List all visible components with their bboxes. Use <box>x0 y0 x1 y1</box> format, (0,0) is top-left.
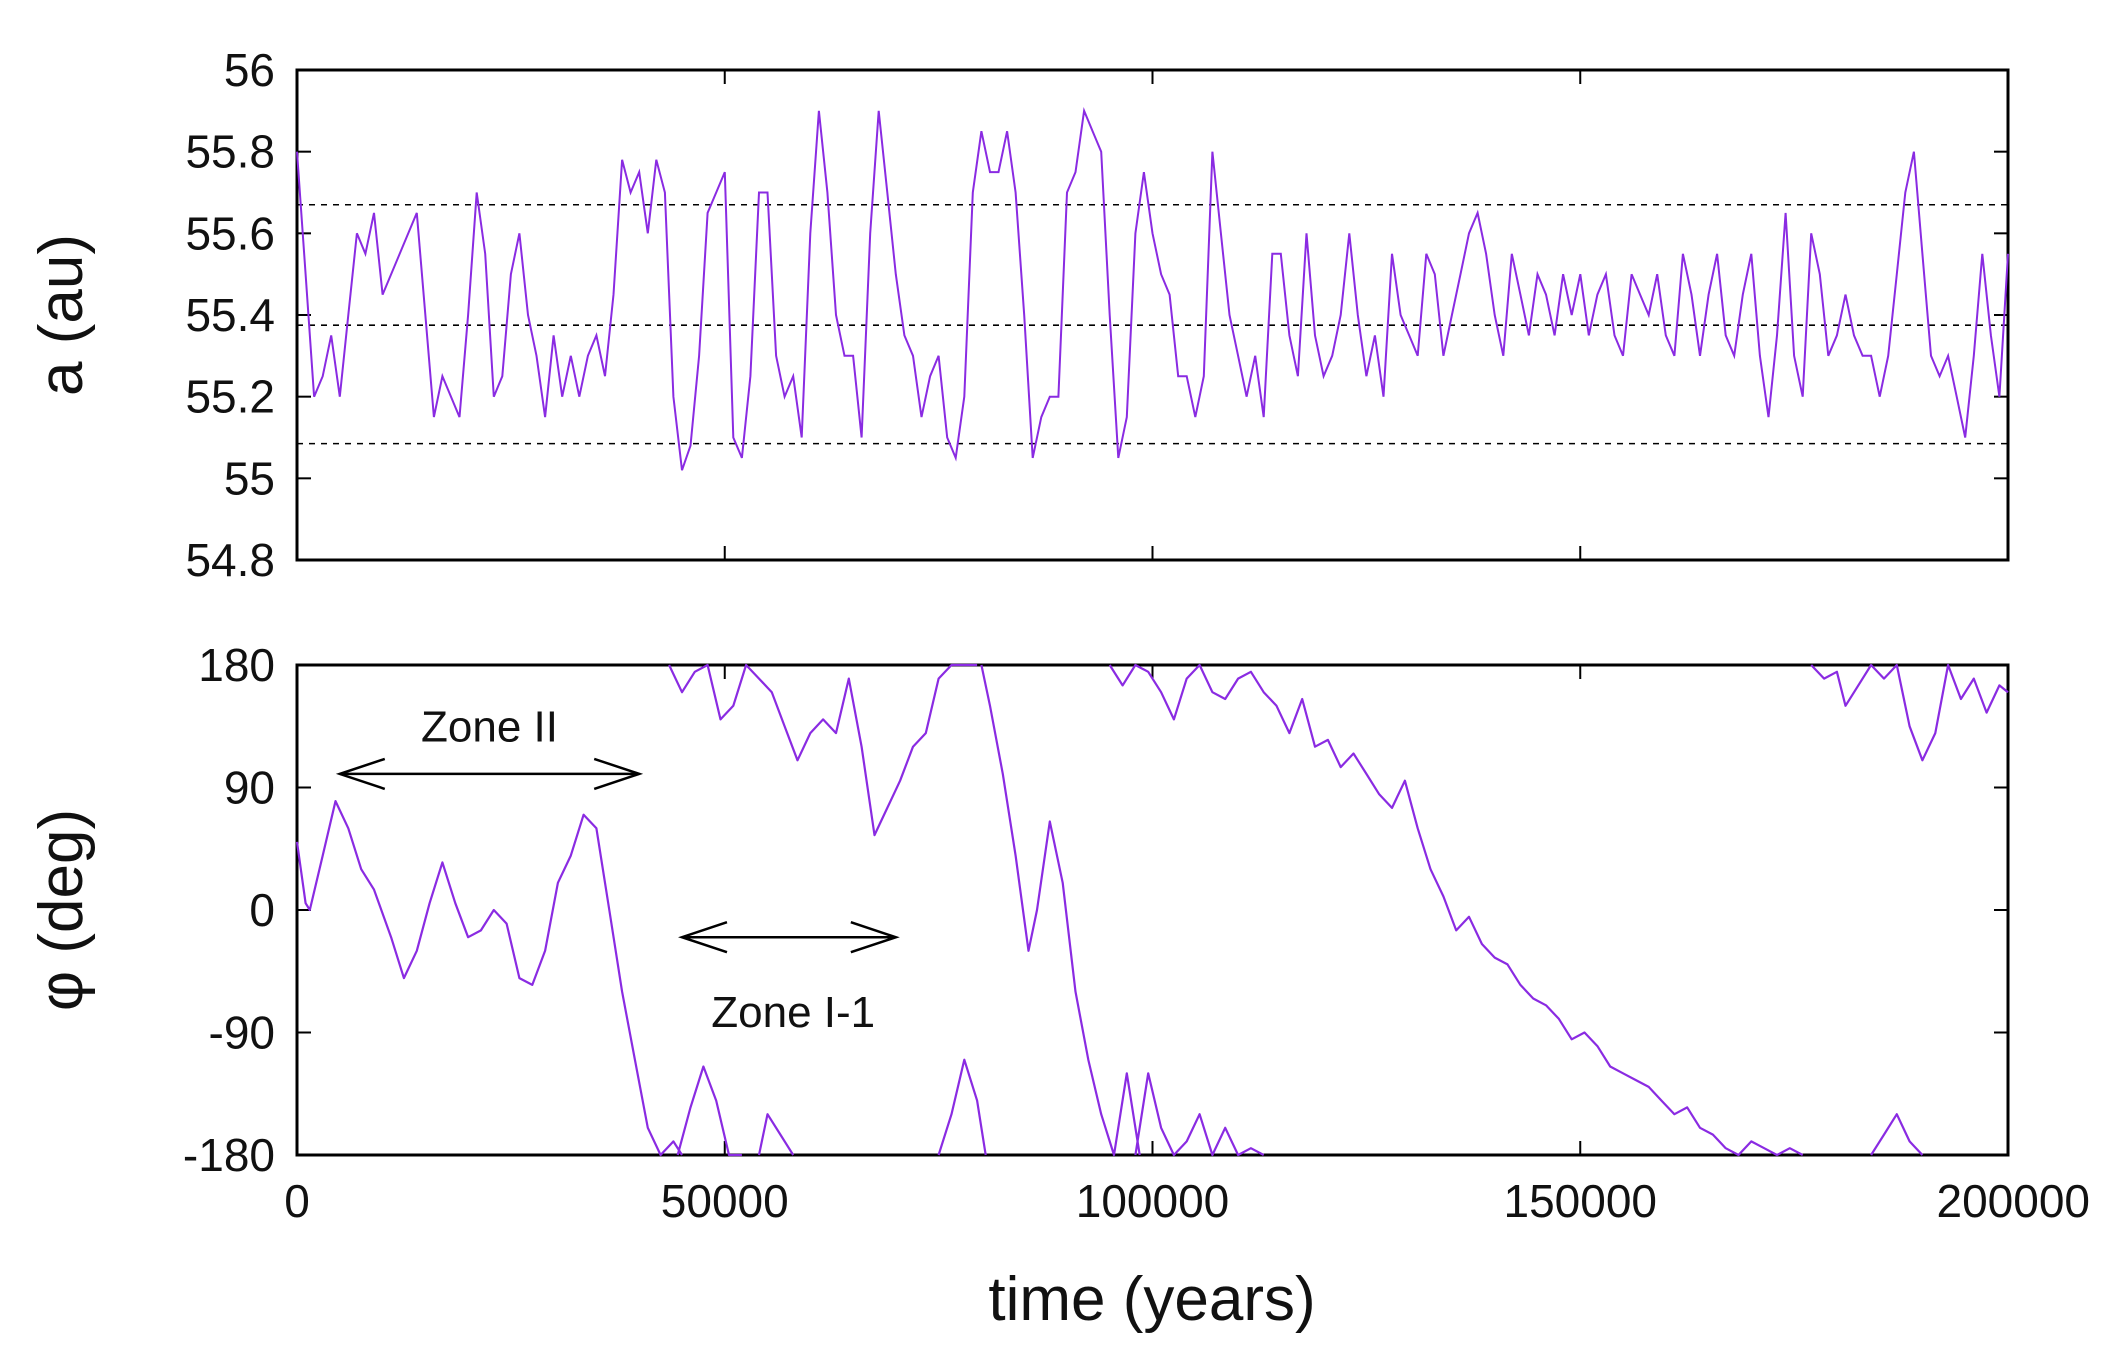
series-line-semimajor-axis <box>296 107 2009 471</box>
top-plot-frame <box>295 68 2010 562</box>
bottom-x-tick-label: 200000 <box>1937 1175 2091 1227</box>
bottom-series <box>295 663 2009 1157</box>
series-line-resonant-angle <box>668 663 978 837</box>
series-line-resonant-angle <box>1810 663 2009 762</box>
annotation-arrowhead-left <box>678 921 728 954</box>
series-line-resonant-angle <box>1870 1113 1924 1156</box>
bottom-y-tick-label: -180 <box>183 1129 275 1181</box>
bottom-x-tick-label: 100000 <box>1076 1175 1230 1227</box>
series-line-resonant-angle <box>980 664 1141 1157</box>
top-y-axis-label: a (au) <box>27 234 96 396</box>
top-y-tick-label: 55.2 <box>185 371 275 423</box>
bottom-x-tick-label: 0 <box>284 1175 310 1227</box>
annotation-arrowhead-right <box>593 757 644 791</box>
top-y-ticks: 56 55.8 55.6 55.4 55.2 55 54.8 <box>185 44 2008 586</box>
bottom-x-ticks: 0 50000 100000 150000 200000 <box>284 665 2090 1227</box>
top-y-tick-label: 55.6 <box>185 207 275 259</box>
top-y-tick-label: 54.8 <box>185 534 275 586</box>
top-y-tick-label: 55.8 <box>185 126 275 178</box>
top-y-tick-label: 55.4 <box>185 289 275 341</box>
bottom-annotations: Zone II Zone I-1 <box>335 702 900 1037</box>
bottom-x-tick-label: 50000 <box>661 1175 789 1227</box>
bottom-x-tick-label: 150000 <box>1504 1175 1658 1227</box>
top-y-tick-label: 55 <box>224 452 275 504</box>
bottom-y-tick-label: 90 <box>224 762 275 814</box>
bottom-y-tick-label: 0 <box>249 884 275 936</box>
annotation-arrowhead-right <box>850 921 900 954</box>
top-panel: 56 55.8 55.6 55.4 55.2 55 54.8 a (au) <box>27 44 2010 586</box>
annotation-arrowhead-left <box>335 757 386 791</box>
series-line-resonant-angle <box>757 1113 795 1156</box>
series-line-resonant-angle <box>937 1058 987 1156</box>
bottom-y-axis-label: φ (deg) <box>27 809 96 1011</box>
bottom-y-tick-label: 180 <box>198 639 275 691</box>
top-series <box>296 107 2009 471</box>
top-y-tick-label: 56 <box>224 44 275 96</box>
series-line-resonant-angle <box>295 800 683 1157</box>
series-line-resonant-angle <box>1108 663 1804 1157</box>
annotation-label: Zone II <box>421 702 558 751</box>
top-x-ticks <box>723 70 1582 560</box>
series-line-resonant-angle <box>676 1065 742 1157</box>
bottom-y-ticks: 180 90 0 -90 -180 <box>183 639 2008 1181</box>
annotation-label: Zone I-1 <box>711 988 875 1037</box>
x-axis-label: time (years) <box>988 1265 1315 1334</box>
bottom-y-tick-label: -90 <box>209 1007 275 1059</box>
series-line-resonant-angle <box>1134 1072 1265 1157</box>
bottom-panel: 180 90 0 -90 -180 0 50000 100000 150000 200000 Z… <box>27 639 2090 1334</box>
top-reference-lines <box>297 203 2008 445</box>
